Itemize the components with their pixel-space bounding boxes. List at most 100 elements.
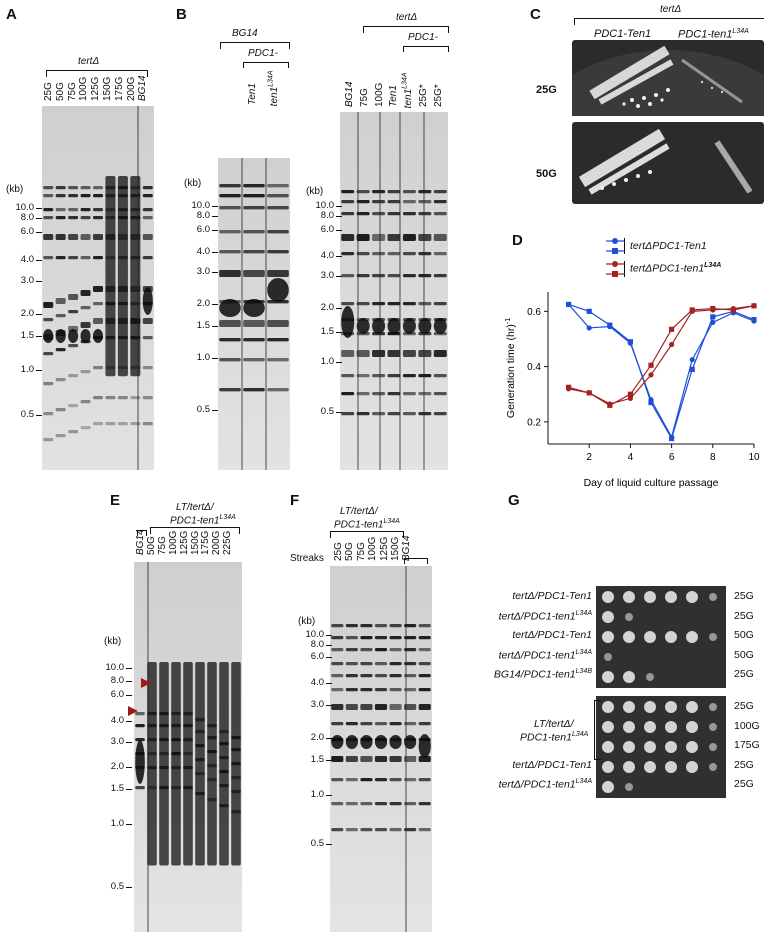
gel-band	[372, 412, 386, 416]
panel-g-row-generation: 175G	[734, 739, 760, 752]
panel-g-row-generation: 25G	[734, 668, 754, 681]
panel-e-arrow-lower	[128, 706, 138, 716]
gel-band	[356, 190, 370, 194]
spot-colony	[646, 673, 654, 681]
kb-tick	[126, 721, 132, 722]
gel-band	[374, 778, 388, 782]
gel-band	[183, 766, 193, 770]
panel-g-row-generation: 50G	[734, 648, 754, 661]
spot-colony	[709, 703, 717, 711]
gel-band	[402, 274, 416, 278]
panel-e-gel	[134, 562, 242, 932]
spot-colony	[644, 721, 656, 733]
panel-d-legend-2-sup: L34A	[704, 262, 722, 269]
gel-band	[331, 828, 344, 832]
gel-band	[372, 212, 386, 216]
gel-band	[372, 274, 386, 278]
series-point-d	[751, 303, 757, 309]
spot-colony	[665, 591, 677, 603]
lane-label: 75G	[156, 536, 168, 555]
gel-band	[267, 184, 289, 188]
panel-e-group-line2-base: PDC1-ten1	[170, 515, 220, 527]
kb-tick	[36, 336, 42, 337]
gel-band	[68, 216, 79, 220]
series-point-d	[669, 326, 675, 332]
gel-band	[92, 208, 104, 212]
panel-g-bracket-line2-sup: L34A	[571, 731, 589, 738]
gel-band	[68, 344, 79, 348]
gel-band	[80, 370, 91, 374]
gel-band	[147, 724, 157, 728]
gel-band	[374, 828, 388, 832]
gel-band	[345, 756, 358, 762]
series-point-a	[586, 325, 592, 331]
spot-colony	[709, 743, 717, 751]
panel-c-plate-25g	[518, 40, 764, 270]
gel-band	[130, 194, 141, 198]
gel-band	[387, 234, 401, 241]
panel-f-streaks: Streaks	[290, 553, 324, 564]
gel-band	[55, 408, 66, 412]
gel-band	[147, 712, 157, 716]
kb-tick	[126, 668, 132, 669]
gel-band	[331, 662, 344, 666]
kb-tick	[326, 705, 332, 706]
lane-label: 125G	[378, 536, 390, 561]
gel-band	[105, 216, 116, 220]
spot-colony	[644, 701, 656, 713]
kb-unit-label: (kb)	[104, 636, 122, 647]
gel-band	[130, 336, 141, 340]
gel-band	[389, 722, 402, 726]
gel-band	[55, 234, 66, 240]
gel-band	[341, 274, 355, 278]
gel-band	[117, 208, 128, 212]
panel-e-group-line1: LT/tertΔ/	[176, 502, 214, 513]
panel-b-right-group: tertΔ	[396, 12, 418, 23]
gel-band	[372, 302, 386, 306]
lane-label: 25G*	[432, 84, 444, 107]
series-point-d	[689, 307, 695, 313]
gel-band	[80, 234, 91, 240]
gel-band	[55, 186, 66, 190]
lane-label: Ten1	[388, 85, 400, 107]
kb-mark-label: 3.0	[196, 266, 210, 277]
kb-mark-label: 2.0	[196, 298, 210, 309]
kb-tick	[212, 216, 218, 217]
kb-mark-label: 1.5	[320, 326, 334, 337]
gel-band	[130, 286, 141, 292]
gel-band	[418, 674, 431, 678]
kb-mark-label: 2.0	[110, 761, 124, 772]
gel-band-blob	[68, 329, 79, 343]
lane-label: BG14	[135, 529, 146, 555]
panel-g-row-label: tertΔ/PDC1-ten1L34A	[0, 610, 592, 623]
panel-g-row-label-sup: L34A	[575, 778, 592, 786]
kb-mark-label: 0.5	[310, 838, 324, 849]
lane-label: 75G	[358, 88, 370, 107]
gel-smear	[130, 176, 141, 377]
spot-colony	[686, 761, 698, 773]
gel-band	[159, 766, 169, 770]
series-point-b	[566, 301, 572, 308]
gel-band	[105, 286, 116, 292]
kb-tick	[126, 681, 132, 682]
kb-tick	[336, 412, 342, 413]
gel-band	[68, 374, 79, 378]
panel-c-plate-25g-image	[518, 45, 764, 270]
kb-mark-label: 8.0	[196, 210, 210, 221]
series-point-b	[689, 366, 695, 372]
gel-band-blob	[135, 740, 145, 784]
gel-band	[117, 234, 128, 240]
kb-mark-label: 10.0	[305, 629, 325, 640]
gel-band	[267, 320, 289, 327]
kb-tick	[326, 738, 332, 739]
gel-band	[55, 194, 66, 198]
gel-band	[387, 374, 401, 378]
series-line-a	[568, 304, 755, 439]
lane-label: 100G	[373, 82, 385, 107]
gel-band	[243, 184, 265, 188]
series-point-d	[607, 402, 613, 408]
gel-band-blob	[219, 299, 241, 317]
panel-g-row-generation: 25G	[734, 758, 754, 771]
gel-band	[341, 412, 355, 416]
gel-band	[356, 412, 370, 416]
